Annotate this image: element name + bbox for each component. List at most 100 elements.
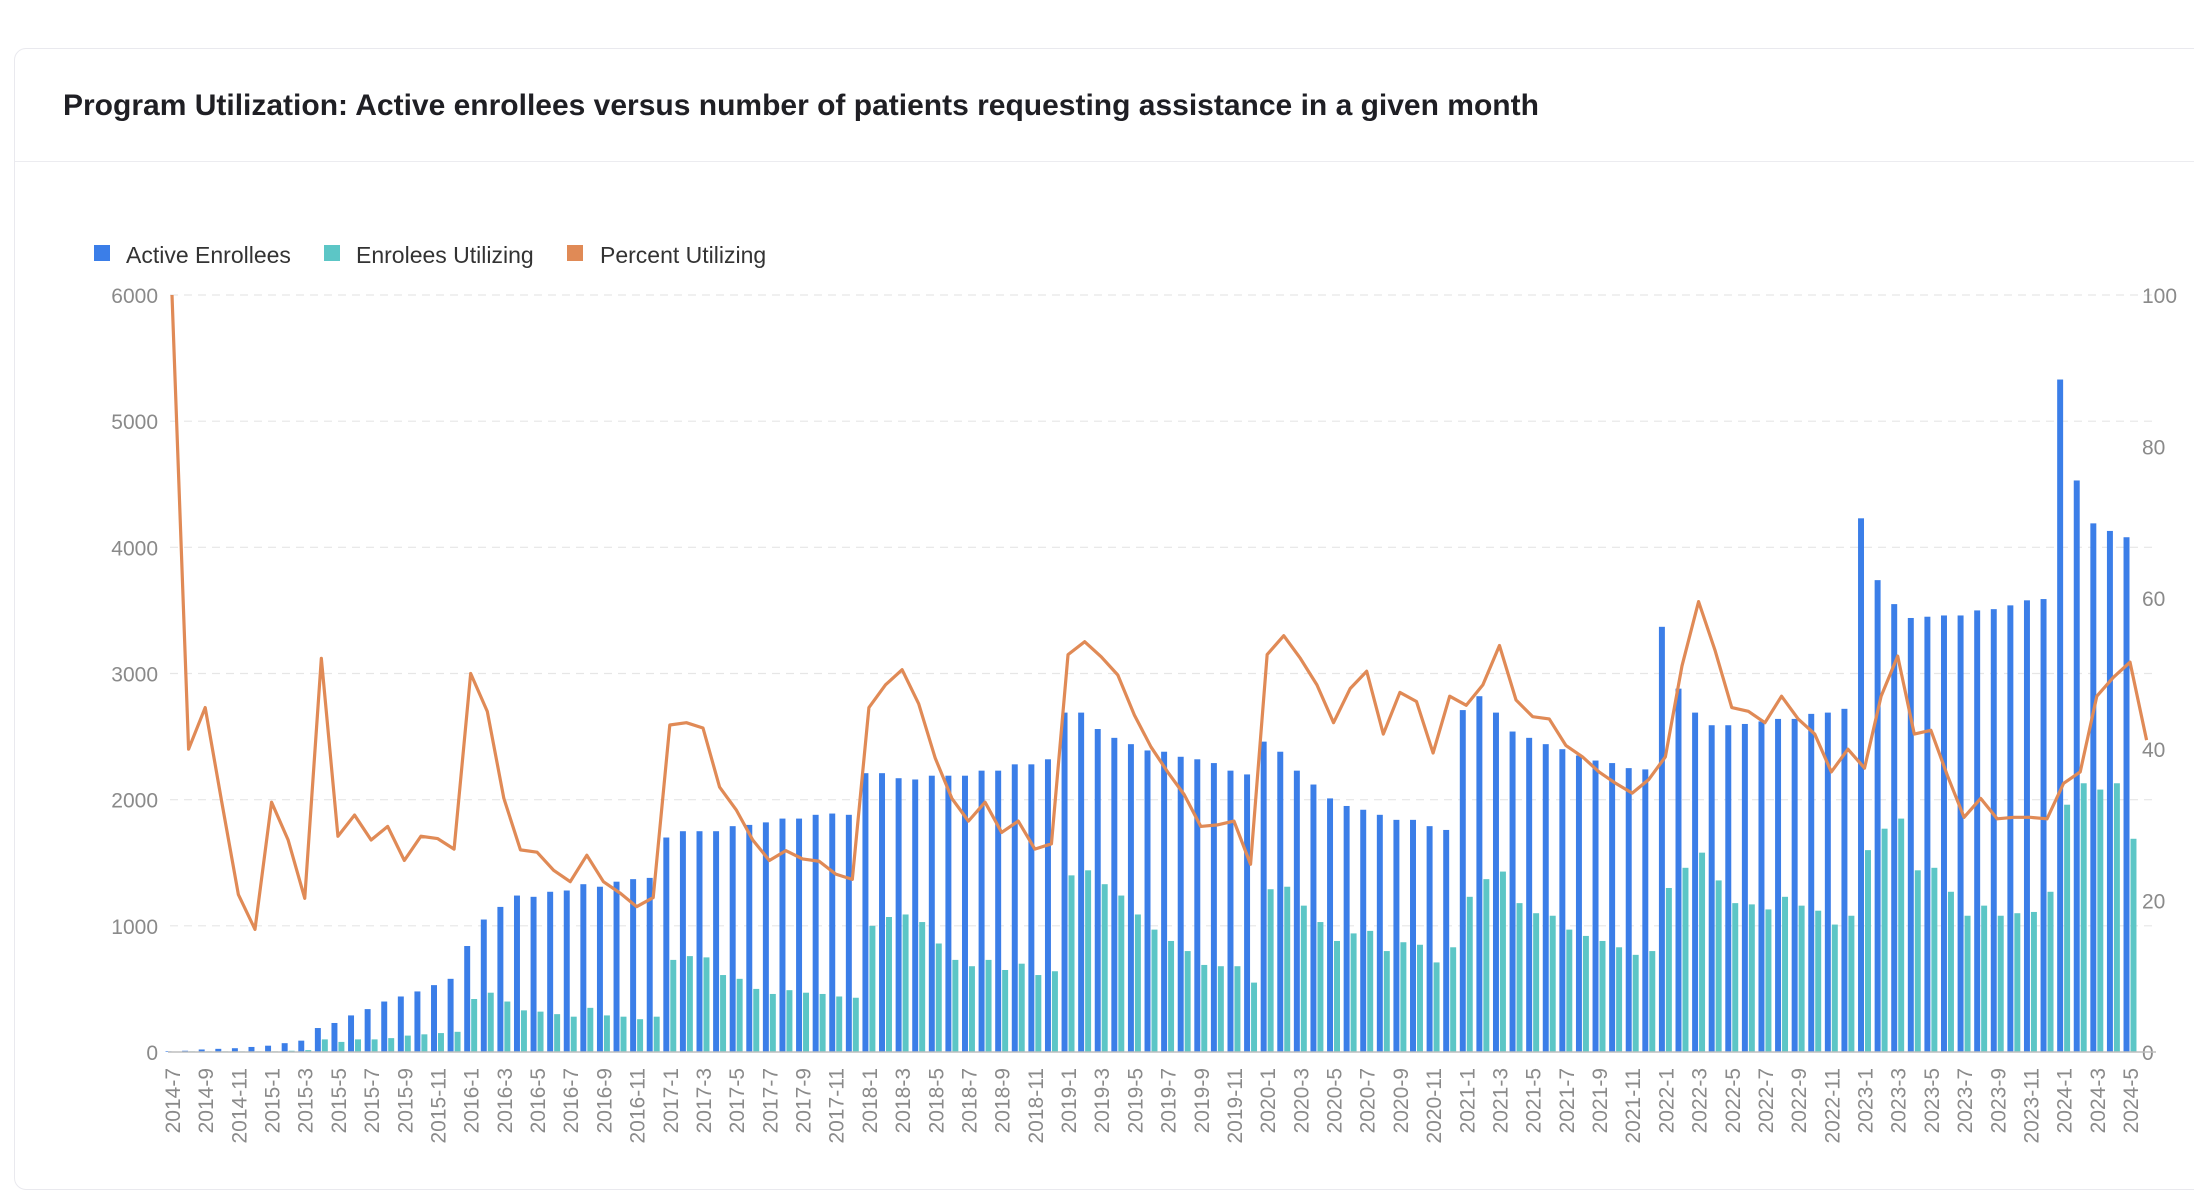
bar-active-enrollees [630, 879, 637, 1052]
x-tick-label: 2014-9 [195, 1068, 218, 1133]
x-tick-label: 2019-11 [1224, 1068, 1247, 1144]
bar-enrolees-utilizing [1217, 966, 1224, 1052]
x-tick-label: 2020-11 [1423, 1068, 1446, 1144]
bar-enrolees-utilizing [1848, 915, 1855, 1052]
x-tick-label: 2014-11 [228, 1068, 251, 1144]
bar-active-enrollees [530, 896, 537, 1052]
bar-enrolees-utilizing [935, 943, 942, 1052]
x-tick-label: 2015-9 [394, 1068, 417, 1133]
x-tick-label: 2019-5 [1124, 1068, 1147, 1133]
legend-item-active-enrollees[interactable]: Active Enrollees [94, 242, 291, 268]
x-tick-label: 2017-3 [693, 1068, 716, 1133]
bar-active-enrollees [1343, 805, 1350, 1052]
bar-enrolees-utilizing [355, 1039, 361, 1052]
bar-enrolees-utilizing [1317, 922, 1324, 1052]
bar-enrolees-utilizing [653, 1016, 660, 1052]
legend-swatch-active [94, 245, 110, 261]
bar-active-enrollees [1028, 764, 1035, 1052]
bar-active-enrollees [1658, 626, 1665, 1052]
bar-active-enrollees [995, 770, 1002, 1052]
bar-enrolees-utilizing [454, 1031, 461, 1052]
y-right-tick-label: 60 [2142, 588, 2165, 611]
bar-enrolees-utilizing [869, 925, 876, 1052]
bar-enrolees-utilizing [902, 914, 909, 1052]
x-tick-label: 2019-1 [1058, 1068, 1081, 1133]
bar-enrolees-utilizing [2097, 789, 2104, 1052]
legend-label-active: Active Enrollees [126, 242, 291, 268]
bar-active-enrollees [1260, 741, 1267, 1052]
x-tick-label: 2021-1 [1456, 1068, 1479, 1133]
bar-enrolees-utilizing [1234, 966, 1241, 1052]
bar-active-enrollees [1277, 751, 1284, 1052]
x-tick-label: 2022-7 [1755, 1068, 1778, 1133]
bar-enrolees-utilizing [1018, 963, 1025, 1052]
bar-enrolees-utilizing [2030, 911, 2037, 1052]
x-tick-label: 2018-1 [859, 1068, 882, 1133]
bar-enrolees-utilizing [1516, 903, 1523, 1052]
x-tick-label: 2019-9 [1191, 1068, 1214, 1133]
bar-enrolees-utilizing [968, 966, 975, 1052]
y-right-tick-label: 0 [2142, 1042, 2154, 1065]
bar-active-enrollees [314, 1028, 321, 1052]
bar-active-enrollees [1675, 688, 1682, 1052]
bar-enrolees-utilizing [1400, 942, 1407, 1052]
bar-active-enrollees [779, 818, 786, 1052]
x-tick-label: 2020-3 [1290, 1068, 1313, 1133]
x-tick-label: 2018-9 [992, 1068, 1015, 1133]
bar-enrolees-utilizing [985, 959, 992, 1052]
bar-enrolees-utilizing [670, 959, 677, 1052]
bar-enrolees-utilizing [587, 1007, 594, 1052]
bar-active-enrollees [497, 906, 504, 1052]
bar-active-enrollees [1542, 744, 1549, 1052]
bar-enrolees-utilizing [1300, 905, 1307, 1052]
bar-enrolees-utilizing [404, 1035, 411, 1052]
bar-enrolees-utilizing [803, 992, 810, 1052]
bar-enrolees-utilizing [1964, 915, 1971, 1052]
card-header: Program Utilization: Active enrollees ve… [15, 49, 2194, 162]
bar-enrolees-utilizing [786, 990, 793, 1052]
x-tick-label: 2016-7 [560, 1068, 583, 1133]
bar-enrolees-utilizing [487, 992, 494, 1052]
bar-enrolees-utilizing [1499, 871, 1506, 1052]
bar-active-enrollees [1011, 764, 1018, 1052]
bar-active-enrollees [1210, 763, 1217, 1052]
bar-enrolees-utilizing [1002, 969, 1009, 1052]
legend-item-enrolees-utilizing[interactable]: Enrolees Utilizing [324, 242, 534, 268]
bar-active-enrollees [364, 1009, 371, 1052]
bar-active-enrollees [679, 831, 686, 1052]
x-tick-label: 2023-9 [1987, 1068, 2010, 1133]
bar-active-enrollees [1492, 712, 1499, 1052]
bar-active-enrollees [1443, 829, 1450, 1052]
x-tick-label: 2022-1 [1655, 1068, 1678, 1133]
y-left-tick-label: 0 [146, 1042, 158, 1065]
bar-enrolees-utilizing [1068, 875, 1075, 1052]
bar-enrolees-utilizing [703, 957, 710, 1052]
bar-enrolees-utilizing [1101, 884, 1108, 1052]
bar-active-enrollees [978, 770, 985, 1052]
bar-active-enrollees [1692, 712, 1699, 1052]
x-tick-label: 2015-3 [295, 1068, 318, 1133]
bar-active-enrollees [281, 1043, 288, 1052]
x-tick-label: 2014-7 [162, 1068, 185, 1133]
legend: Active Enrollees Enrolees Utilizing Perc… [94, 242, 766, 268]
bar-active-enrollees [1061, 712, 1068, 1052]
bar-active-enrollees [2106, 530, 2113, 1052]
bar-enrolees-utilizing [919, 922, 926, 1052]
x-tick-label: 2024-1 [2054, 1068, 2077, 1133]
bar-active-enrollees [1459, 710, 1466, 1052]
bar-active-enrollees [1575, 755, 1582, 1052]
bar-active-enrollees [928, 775, 935, 1052]
bar-enrolees-utilizing [1549, 915, 1556, 1052]
bar-active-enrollees [1376, 814, 1383, 1052]
legend-item-percent-utilizing[interactable]: Percent Utilizing [567, 242, 766, 268]
x-tick-label: 2015-1 [262, 1068, 285, 1133]
bar-active-enrollees [1194, 759, 1201, 1052]
bar-active-enrollees [1127, 744, 1134, 1052]
bar-enrolees-utilizing [2080, 783, 2087, 1052]
bar-active-enrollees [381, 1001, 388, 1052]
bar-active-enrollees [1957, 615, 1964, 1052]
bar-active-enrollees [1924, 616, 1931, 1052]
axes: 0 1000 2000 3000 4000 5000 6000 0 20 40 60 80 100 201… [111, 285, 2177, 1144]
bar-enrolees-utilizing [1732, 903, 1739, 1052]
bar-enrolees-utilizing [520, 1010, 527, 1052]
